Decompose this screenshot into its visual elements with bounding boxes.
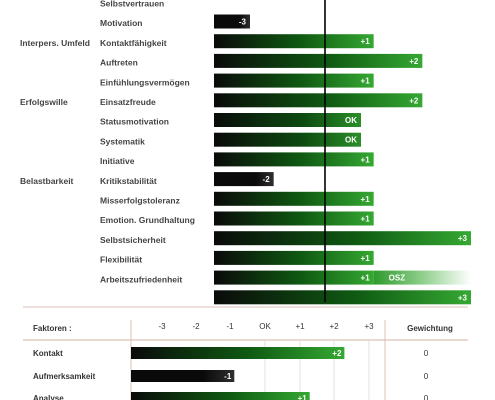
group-label: Erfolgswille <box>20 97 68 107</box>
tick-label: +3 <box>364 322 374 331</box>
tick-label: -2 <box>192 322 200 331</box>
row-label: Kontaktfähigkeit <box>100 38 167 48</box>
row-label: Selbstvertrauen <box>100 0 164 9</box>
group-label: Belastbarkeit <box>20 176 74 186</box>
bar <box>214 290 471 305</box>
bar <box>214 14 250 29</box>
tick-label: +2 <box>329 322 339 331</box>
row-label: Initiative <box>100 156 135 166</box>
bar-value-label: +1 <box>361 77 371 86</box>
row-label: Arbeitszufriedenheit <box>100 274 182 284</box>
bar <box>214 172 274 187</box>
bar-value-label: +1 <box>361 215 371 224</box>
factors-header: Faktoren : <box>33 324 72 333</box>
bar <box>214 231 471 246</box>
factor-bar <box>131 347 345 359</box>
bar-value-label: +1 <box>361 274 371 283</box>
bar <box>214 211 374 226</box>
row-label: Flexibilität <box>100 255 142 265</box>
row-label: Misserfolgstoleranz <box>100 196 180 206</box>
bar-value-label: OK <box>345 116 357 125</box>
factor-label: Aufmerksamkeit <box>33 372 96 381</box>
tick-label: +1 <box>295 322 305 331</box>
bar-value-label: OK <box>345 136 357 145</box>
factor-value-label: -1 <box>224 372 232 381</box>
factor-value-label: +1 <box>298 394 308 400</box>
row-label: Auftreten <box>100 58 138 68</box>
tick-label: -1 <box>226 322 234 331</box>
bar-extension <box>373 270 471 285</box>
bar-value-label: -3 <box>239 18 247 27</box>
extra-label: OSZ <box>389 274 406 283</box>
factor-label: Kontakt <box>33 349 63 358</box>
bar <box>214 152 374 167</box>
factor-label: Analyse <box>33 394 64 400</box>
row-label: Statusmotivation <box>100 117 169 127</box>
row-label: Einfühlungsvermögen <box>100 77 190 87</box>
bar-value-label: +3 <box>458 293 468 302</box>
bar <box>214 270 374 285</box>
tick-label: OK <box>259 322 271 331</box>
factor-bar <box>131 392 310 400</box>
group-label: Interpers. Umfeld <box>20 38 90 48</box>
bar <box>214 73 374 88</box>
bar-value-label: +1 <box>361 195 371 204</box>
row-label: Kritikstabilität <box>100 176 157 186</box>
bar-value-label: +3 <box>458 234 468 243</box>
weight-header: Gewichtung <box>407 324 453 333</box>
factor-weight: 0 <box>424 372 429 381</box>
row-label: Einsatzfreude <box>100 97 156 107</box>
bar <box>214 93 423 108</box>
row-label: Selbstsicherheit <box>100 235 166 245</box>
factor-weight: 0 <box>424 349 429 358</box>
factor-value-label: +2 <box>332 349 342 358</box>
bar-value-label: +2 <box>409 57 419 66</box>
factors-chart: Faktoren : -3 -2 -1 OK +1 +2 +3 Gewichtung Kontak… <box>23 320 468 400</box>
row-label: Emotion. Grundhaltung <box>100 215 195 225</box>
bar-value-label: -2 <box>263 175 271 184</box>
profile-chart: Selbstvertrauen -3 Motivation +1 Kontaktfähi… <box>20 0 471 305</box>
bar <box>214 53 423 68</box>
bar-value-label: +1 <box>361 254 371 263</box>
tick-label: -3 <box>158 322 166 331</box>
bar <box>214 132 361 147</box>
bar <box>214 34 374 49</box>
factor-weight: 0 <box>424 394 429 400</box>
bar-value-label: +1 <box>361 155 371 164</box>
bar-value-label: +2 <box>409 96 419 105</box>
bar <box>214 113 361 127</box>
bar <box>214 191 374 206</box>
row-label: Motivation <box>100 18 143 28</box>
factor-bar <box>131 370 235 382</box>
bar-value-label: +1 <box>361 37 371 46</box>
bar <box>214 250 374 265</box>
row-label: Systematik <box>100 136 145 146</box>
